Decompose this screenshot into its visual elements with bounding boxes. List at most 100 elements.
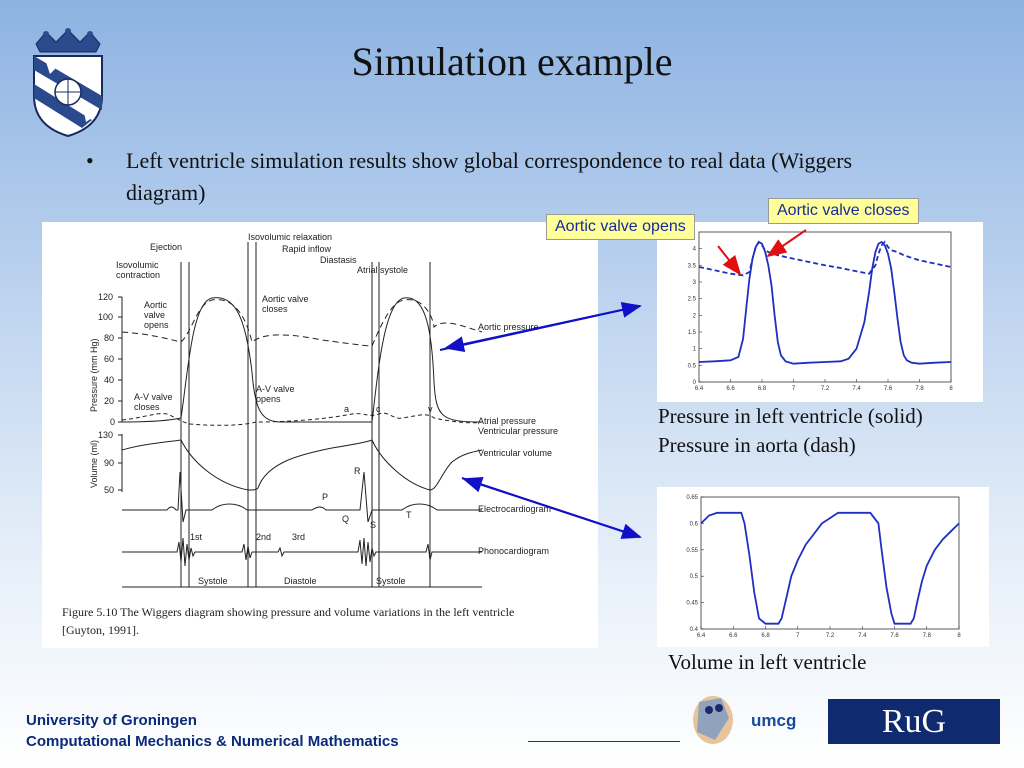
label-isovolumic-relaxation: Isovolumic relaxation [248,232,332,242]
x-tick-label: 7.8 [915,386,924,392]
label-rapid-inflow: Rapid inflow [282,244,332,254]
label-atrial-pressure: Atrial pressure [478,416,536,426]
label-aortic-opens-1: Aortic [144,300,168,310]
y-tick-label: 2.5 [688,297,697,303]
p-tick: 40 [104,375,114,385]
x-tick-label: 6.6 [729,633,738,639]
label-aortic-opens-2: valve [144,310,165,320]
rug-logo: RuG [828,699,1000,744]
v-tick: 90 [104,458,114,468]
label-av-closes-2: closes [134,402,160,412]
label-av-closes-1: A-V valve [134,392,173,402]
x-tick-label: 6.4 [697,633,706,639]
pressure-plot-svg: 6.4 6.6 6.8 7 7.2 7.4 7.6 7.8 8 0 0.5 1 1.5 2 2.5 3 3.5 4 [688,231,953,392]
wiggers-diagram-svg: Ejection Isovolumic relaxation Rapid inf… [62,232,558,637]
label-aortic-pressure: Aortic pressure [478,322,539,332]
label-ecg-r: R [354,466,361,476]
label-systole-2: Systole [376,576,406,586]
x-tick-label: 7 [796,633,800,639]
label-aortic-closes-1: Aortic valve [262,294,309,304]
pressure-plot: 6.4 6.6 6.8 7 7.2 7.4 7.6 7.8 8 0 0.5 1 1.5 2 2.5 3 3.5 4 [657,222,983,402]
label-aortic-closes-2: closes [262,304,288,314]
callout-aortic-valve-opens: Aortic valve opens [546,214,695,240]
label-electrocardiogram: Electrocardiogram [478,504,551,514]
v-tick: 130 [98,430,113,440]
label-aortic-opens-3: opens [144,320,169,330]
volume-plot: 6.4 6.6 6.8 7 7.2 7.4 7.6 7.8 8 0.4 0.45 0.5 0.55 0.6… [657,487,989,647]
footer-university: University of Groningen [26,712,197,729]
y-tick-label: 0.5 [690,574,699,580]
y-tick-label: 0.4 [690,627,699,633]
label-av-opens-1: A-V valve [256,384,295,394]
y-tick-label: 0.65 [686,495,698,501]
university-seal-logo [33,28,103,138]
x-tick-label: 6.8 [761,633,770,639]
x-tick-label: 6.6 [726,386,735,392]
frog-icon [693,696,733,744]
x-tick-label: 7.2 [826,633,835,639]
label-wave-c: c [376,404,381,414]
y-tick-label: 0.5 [688,363,697,369]
y-tick-label: 0 [693,380,697,386]
p-tick: 60 [104,354,114,364]
label-ventricular-volume: Ventricular volume [478,448,552,458]
x-tick-label: 7.6 [884,386,893,392]
label-isovolumic-contraction-2: contraction [116,270,160,280]
label-ecg-t: T [406,510,412,520]
p-tick: 0 [110,417,115,427]
p-tick: 100 [98,312,113,322]
label-phonocardiogram: Phonocardiogram [478,546,549,556]
figure-caption-line1: Figure 5.10 The Wiggers diagram showing … [62,605,514,619]
x-tick-label: 8 [957,633,961,639]
callout-aortic-valve-closes: Aortic valve closes [768,198,919,224]
plot2-caption: Volume in left ventricle [668,650,867,674]
label-av-opens-2: opens [256,394,281,404]
y-tick-label: 4 [693,247,697,253]
label-diastasis: Diastasis [320,255,357,265]
label-wave-a: a [344,404,349,414]
label-isovolumic-contraction-1: Isovolumic [116,260,159,270]
x-tick-label: 7.8 [923,633,932,639]
x-tick-label: 7.2 [821,386,830,392]
bullet-text: Left ventricle simulation results show g… [126,148,853,205]
label-wave-v: v [428,404,433,414]
label-systole-1: Systole [198,576,228,586]
label-ecg-p: P [322,492,328,502]
p-tick: 120 [98,292,113,302]
plot-frame [698,231,952,383]
x-tick-label: 6.8 [758,386,767,392]
umcg-logo: umcg [693,696,796,744]
label-ejection: Ejection [150,242,182,252]
label-heart-sound-1st: 1st [190,532,203,542]
slide-title: Simulation example [351,39,673,84]
label-atrial-systole: Atrial systole [357,265,408,275]
x-tick-label: 7.4 [852,386,861,392]
wiggers-diagram: Ejection Isovolumic relaxation Rapid inf… [42,222,598,648]
label-heart-sound-2nd: 2nd [256,532,271,542]
p-tick: 20 [104,396,114,406]
series-line-solid [700,511,960,625]
y-tick-label: 0.55 [686,548,698,554]
label-diastole: Diastole [284,576,317,586]
footer-divider [528,741,680,742]
x-tick-label: 7.6 [890,633,899,639]
series-line-dash [698,240,952,277]
x-tick-label: 7.4 [858,633,867,639]
p-tick: 80 [104,333,114,343]
y-tick-label: 3 [693,280,697,286]
plot1-caption-line1: Pressure in left ventricle (solid) [658,404,923,428]
label-ventricular-pressure: Ventricular pressure [478,426,558,436]
x-tick-label: 7 [792,386,796,392]
label-ecg-s: S [370,520,376,530]
v-tick: 50 [104,485,114,495]
y-tick-label: 0.6 [690,521,699,527]
footer-text: University of Groningen Computational Me… [26,710,399,752]
label-volume-axis: Volume (ml) [89,440,99,488]
y-tick-label: 3.5 [688,263,697,269]
y-tick-label: 0.45 [686,601,698,607]
y-tick-label: 2 [693,313,697,319]
y-tick-label: 1.5 [688,330,697,336]
volume-plot-svg: 6.4 6.6 6.8 7 7.2 7.4 7.6 7.8 8 0.4 0.45 0.5 0.55 0.6… [686,495,961,639]
figure-caption-line2: [Guyton, 1991]. [62,623,139,637]
y-tick-label: 1 [693,347,697,353]
